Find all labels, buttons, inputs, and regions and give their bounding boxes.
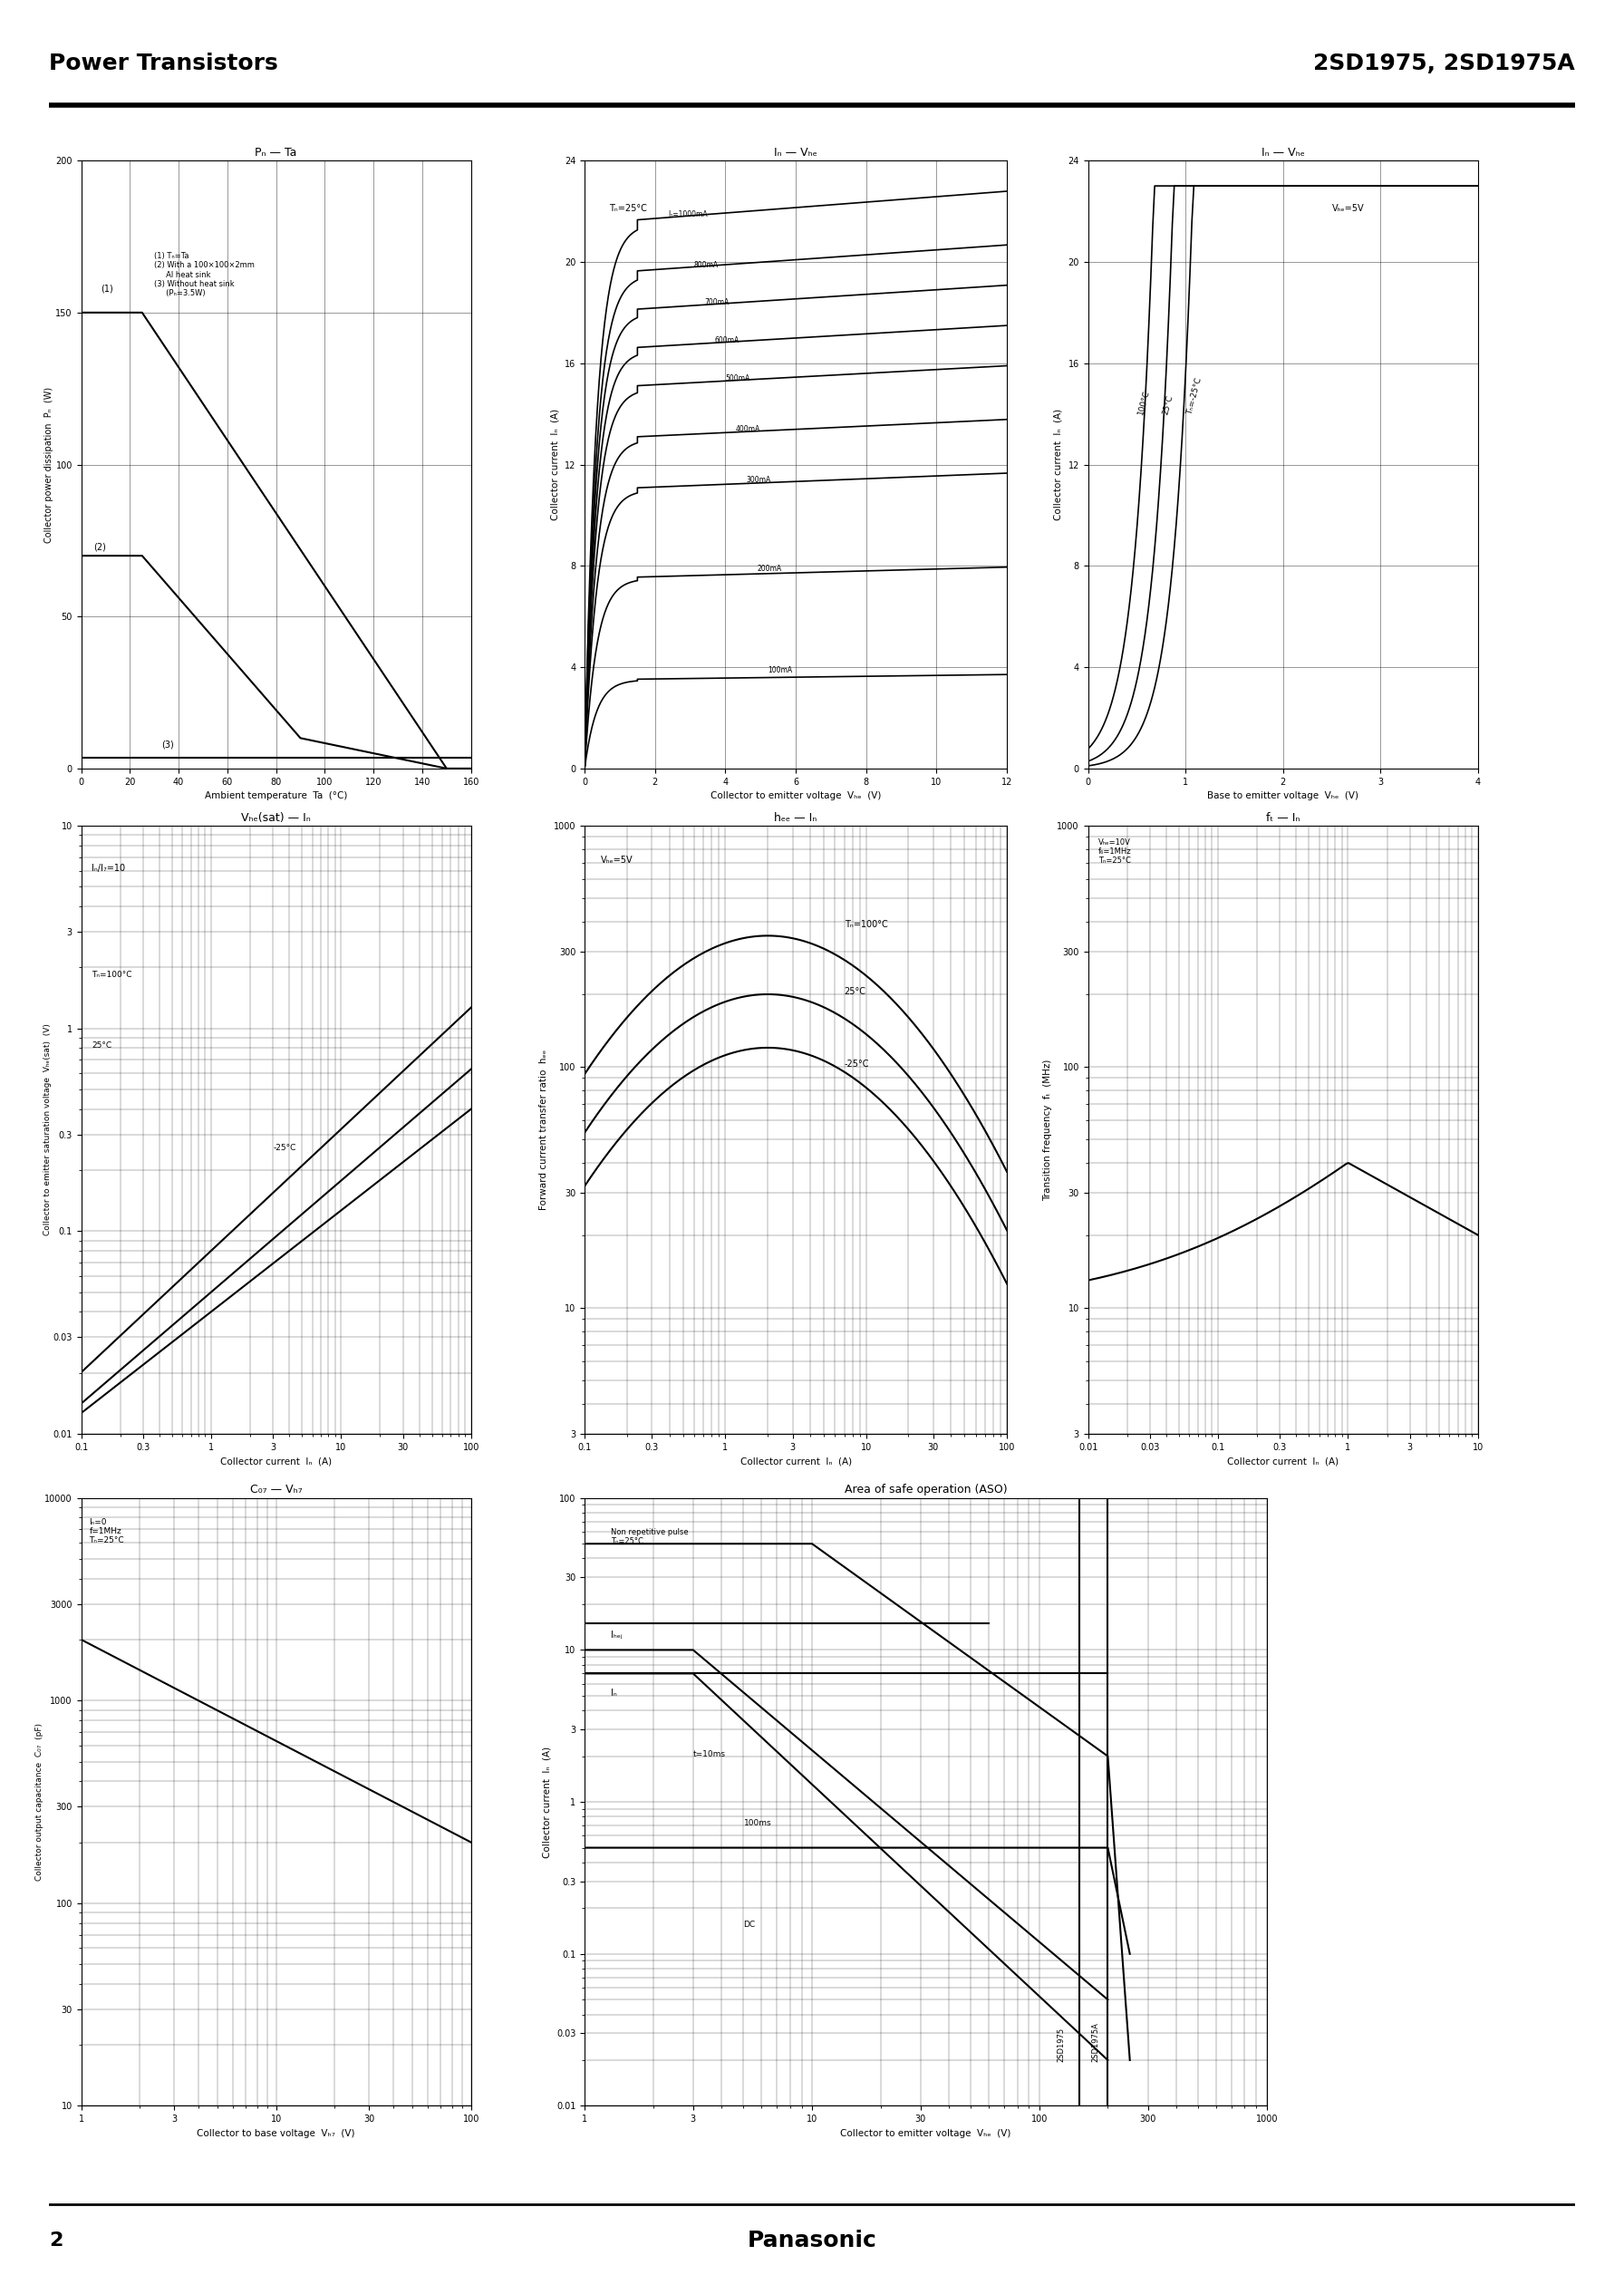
Title: C₀₇ — Vₕ₇: C₀₇ — Vₕ₇ [250,1484,302,1496]
Title: Iₙ — Vₕₑ: Iₙ — Vₕₑ [775,147,817,158]
Text: (2): (2) [94,541,106,551]
Text: 400mA: 400mA [736,424,760,434]
X-axis label: Collector current  Iₙ  (A): Collector current Iₙ (A) [1228,1457,1338,1466]
Text: 100°C: 100°C [1137,390,1151,415]
Text: DC: DC [744,1920,755,1929]
Y-axis label: Collector current  Iₙ  (A): Collector current Iₙ (A) [542,1746,552,1858]
Text: Vₕₑ=5V: Vₕₑ=5V [601,856,633,865]
Text: -25°C: -25°C [273,1145,296,1152]
Text: 800mA: 800mA [693,262,718,268]
Title: Pₙ — Ta: Pₙ — Ta [255,147,297,158]
X-axis label: Collector to base voltage  Vₕ₇  (V): Collector to base voltage Vₕ₇ (V) [197,2129,356,2138]
Text: 700mA: 700mA [705,298,729,307]
Text: Tₙ=25°C: Tₙ=25°C [609,204,648,213]
Text: Iₙ: Iₙ [611,1688,617,1698]
Title: Vₕₑ(sat) — Iₙ: Vₕₑ(sat) — Iₙ [242,812,310,824]
Text: 300mA: 300mA [747,475,771,484]
Text: (3): (3) [162,741,174,750]
Text: (1) Tₙ=Ta
(2) With a 100×100×2mm
     Al heat sink
(3) Without heat sink
     (P: (1) Tₙ=Ta (2) With a 100×100×2mm Al heat… [154,252,255,298]
Text: 2SD1975, 2SD1975A: 2SD1975, 2SD1975A [1314,53,1575,73]
Text: Iₙ/I₇=10: Iₙ/I₇=10 [91,863,125,872]
Text: 100mA: 100mA [768,665,793,674]
X-axis label: Collector current  Iₙ  (A): Collector current Iₙ (A) [221,1457,331,1466]
Y-axis label: Collector to emitter saturation voltage  Vₕₑ(sat)  (V): Collector to emitter saturation voltage … [44,1023,52,1236]
Title: fₜ — Iₙ: fₜ — Iₙ [1267,812,1299,824]
Y-axis label: Collector output capacitance  C₀₇  (pF): Collector output capacitance C₀₇ (pF) [36,1723,44,1881]
Text: 2SD1975A: 2SD1975A [1091,2023,1099,2062]
Title: Iₙ — Vₕₑ: Iₙ — Vₕₑ [1262,147,1304,158]
X-axis label: Collector current  Iₙ  (A): Collector current Iₙ (A) [741,1457,851,1466]
Text: 25°C: 25°C [844,986,866,996]
Text: Tₙ=100°C: Tₙ=100°C [844,920,888,929]
Text: Iₙ=0
f=1MHz
Tₙ=25°C: Iₙ=0 f=1MHz Tₙ=25°C [89,1519,125,1544]
Text: 600mA: 600mA [715,337,739,344]
Y-axis label: Collector current  Iₙ  (A): Collector current Iₙ (A) [1054,408,1064,521]
Text: 500mA: 500mA [726,374,750,383]
Text: Iₕₑⱼ: Iₕₑⱼ [611,1631,622,1640]
Text: 100ms: 100ms [744,1819,771,1828]
X-axis label: Ambient temperature  Ta  (°C): Ambient temperature Ta (°C) [205,791,348,801]
Title: Area of safe operation (ASO): Area of safe operation (ASO) [844,1484,1007,1496]
Text: 200mA: 200mA [757,564,781,574]
Text: (1): (1) [101,284,114,294]
Text: Non repetitive pulse
Tₙ=25°C: Non repetitive pulse Tₙ=25°C [611,1528,689,1546]
X-axis label: Collector to emitter voltage  Vₕₑ  (V): Collector to emitter voltage Vₕₑ (V) [840,2129,1012,2138]
Text: 2: 2 [49,2232,63,2248]
Text: Iₙ=1000mA: Iₙ=1000mA [667,211,708,218]
Text: 25°C: 25°C [1161,395,1174,415]
Text: Power Transistors: Power Transistors [49,53,278,73]
Y-axis label: Collector power dissipation  Pₙ  (W): Collector power dissipation Pₙ (W) [44,385,54,544]
X-axis label: Collector to emitter voltage  Vₕₑ  (V): Collector to emitter voltage Vₕₑ (V) [710,791,882,801]
Text: 2SD1975: 2SD1975 [1057,2028,1065,2062]
Text: Panasonic: Panasonic [747,2230,877,2250]
Text: -25°C: -25°C [844,1060,869,1069]
Text: Tₙ=100°C: Tₙ=100°C [91,970,132,980]
Y-axis label: Transition frequency  fₜ  (MHz): Transition frequency fₜ (MHz) [1043,1060,1052,1200]
Y-axis label: Collector current  Iₙ  (A): Collector current Iₙ (A) [551,408,560,521]
Text: Vₕₑ=10V
f₆=1MHz
Tₙ=25°C: Vₕₑ=10V f₆=1MHz Tₙ=25°C [1098,837,1132,865]
Text: Tₙ=-25°C: Tₙ=-25°C [1186,376,1203,415]
Text: Vₕₑ=5V: Vₕₑ=5V [1332,204,1364,213]
Y-axis label: Forward current transfer ratio  hₑₑ: Forward current transfer ratio hₑₑ [539,1048,549,1211]
Text: 25°C: 25°C [91,1041,112,1051]
Title: hₑₑ — Iₙ: hₑₑ — Iₙ [775,812,817,824]
Text: t=10ms: t=10ms [693,1750,726,1757]
X-axis label: Base to emitter voltage  Vₕₑ  (V): Base to emitter voltage Vₕₑ (V) [1207,791,1359,801]
